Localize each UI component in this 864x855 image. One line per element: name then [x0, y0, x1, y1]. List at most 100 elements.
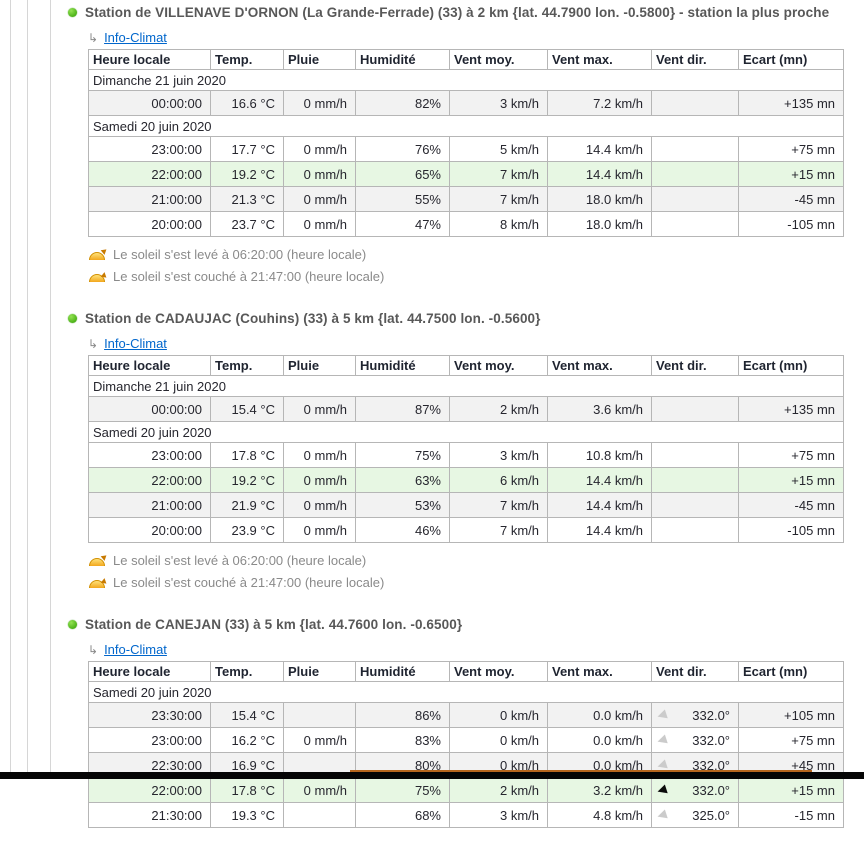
cell-vent-max: 10.8 km/h — [547, 442, 652, 468]
cell-heure-locale: 22:00:00 — [88, 777, 211, 803]
cell-vent-max: 18.0 km/h — [547, 186, 652, 212]
cell-vent-moy: 6 km/h — [449, 467, 548, 493]
cell-ecart: +135 mn — [738, 90, 844, 116]
cell-vent-dir — [651, 396, 739, 422]
cell-temp: 21.9 °C — [210, 492, 284, 518]
header-row: Heure locale Temp. Pluie Humidité Vent moy. V… — [88, 661, 844, 682]
sun-sunset-line: Le soleil s'est couché à 21:47:00 (heure… — [88, 268, 858, 284]
cell-pluie: 0 mm/h — [283, 517, 356, 543]
cell-temp: 21.3 °C — [210, 186, 284, 212]
cell-heure-locale: 21:30:00 — [88, 802, 211, 828]
cell-temp: 19.2 °C — [210, 161, 284, 187]
station-title: Station de VILLENAVE D'ORNON (La Grande-… — [85, 5, 830, 20]
sun-sunset-text: Le soleil s'est couché à 21:47:00 (heure… — [113, 574, 385, 590]
cell-heure-locale: 23:30:00 — [88, 702, 211, 728]
branch-arrow-icon: ↳ — [88, 30, 99, 45]
cell-vent-moy: 3 km/h — [449, 802, 548, 828]
cell-ecart: +15 mn — [738, 467, 844, 493]
sun-sunrise-text: Le soleil s'est levé à 06:20:00 (heure l… — [113, 246, 367, 262]
column-header-humidite: Humidité — [355, 661, 450, 682]
wind-direction-arrow-icon: ◀ — [655, 731, 669, 748]
cell-ecart: +75 mn — [738, 442, 844, 468]
cell-vent-moy: 7 km/h — [449, 517, 548, 543]
column-header-vent-max: Vent max. — [547, 661, 652, 682]
cell-vent-dir — [651, 442, 739, 468]
cell-vent-max: 3.2 km/h — [547, 777, 652, 803]
sun-sunrise-line: Le soleil s'est levé à 06:20:00 (heure l… — [88, 552, 858, 568]
date-cell: Samedi 20 juin 2020 — [88, 115, 844, 137]
info-climat-link[interactable]: Info-Climat — [104, 30, 167, 45]
sun-sunrise-text: Le soleil s'est levé à 06:20:00 (heure l… — [113, 552, 367, 568]
station-title: Station de CANEJAN (33) à 5 km {lat. 44.… — [85, 617, 463, 632]
wind-direction-arrow-icon: ◀ — [655, 781, 669, 798]
column-header-heure-locale: Heure locale — [88, 661, 211, 682]
cell-heure-locale: 22:00:00 — [88, 161, 211, 187]
cell-temp: 17.8 °C — [210, 777, 284, 803]
observation-row: 21:00:00 21.3 °C 0 mm/h 55% 7 km/h 18.0 km/h -… — [88, 186, 844, 212]
observation-row: 22:00:00 19.2 °C 0 mm/h 63% 6 km/h 14.4 km/h +… — [88, 467, 844, 493]
cell-ecart: -15 mn — [738, 802, 844, 828]
cell-humidite: 53% — [355, 492, 450, 518]
observation-row: 23:30:00 15.4 °C 86% 0 km/h 0.0 km/h ◀ 332.0° +… — [88, 702, 844, 728]
column-header-vent-dir: Vent dir. — [651, 355, 739, 376]
cell-temp: 16.2 °C — [210, 727, 284, 753]
cell-pluie: 0 mm/h — [283, 442, 356, 468]
cell-vent-max: 0.0 km/h — [547, 702, 652, 728]
date-row: Dimanche 21 juin 2020 — [88, 375, 844, 397]
branch-arrow-icon: ↳ — [88, 642, 99, 657]
sun-sunset-line: Le soleil s'est couché à 21:47:00 (heure… — [88, 574, 858, 590]
cell-vent-dir: ◀ 325.0° — [651, 802, 739, 828]
observations-table: Heure locale Temp. Pluie Humidité Vent moy. V… — [88, 49, 844, 237]
wind-direction-arrow-icon: ◀ — [655, 806, 669, 823]
info-climat-link[interactable]: Info-Climat — [104, 642, 167, 657]
column-header-vent-moy: Vent moy. — [449, 355, 548, 376]
sun-sunrise-line: Le soleil s'est levé à 06:20:00 (heure l… — [88, 246, 858, 262]
date-row: Samedi 20 juin 2020 — [88, 421, 844, 443]
observation-row: 22:00:00 19.2 °C 0 mm/h 65% 7 km/h 14.4 km/h +… — [88, 161, 844, 187]
observation-row: 23:00:00 16.2 °C 0 mm/h 83% 0 km/h 0.0 km/h ◀ 3… — [88, 727, 844, 753]
cell-heure-locale: 00:00:00 — [88, 396, 211, 422]
stations-list: Station de VILLENAVE D'ORNON (La Grande-… — [68, 5, 858, 855]
cell-vent-dir — [651, 186, 739, 212]
column-header-vent-moy: Vent moy. — [449, 661, 548, 682]
cell-vent-max: 7.2 km/h — [547, 90, 652, 116]
observations-table: Heure locale Temp. Pluie Humidité Vent moy. V… — [88, 661, 844, 828]
cell-ecart: +15 mn — [738, 161, 844, 187]
date-row: Dimanche 21 juin 2020 — [88, 69, 844, 91]
info-climat-link[interactable]: Info-Climat — [104, 336, 167, 351]
cell-temp: 23.7 °C — [210, 211, 284, 237]
cell-humidite: 55% — [355, 186, 450, 212]
column-header-vent-dir: Vent dir. — [651, 49, 739, 70]
observation-row: 23:00:00 17.7 °C 0 mm/h 76% 5 km/h 14.4 km/h +… — [88, 136, 844, 162]
sunset-icon — [88, 271, 109, 282]
cell-vent-max: 18.0 km/h — [547, 211, 652, 237]
cell-vent-max: 14.4 km/h — [547, 161, 652, 187]
column-header-temp: Temp. — [210, 355, 284, 376]
cell-humidite: 75% — [355, 442, 450, 468]
cell-vent-dir: ◀ 332.0° — [651, 702, 739, 728]
column-header-ecart: Ecart (mn) — [738, 661, 844, 682]
station-status-dot-icon — [68, 314, 77, 323]
cell-humidite: 83% — [355, 727, 450, 753]
station-section: Station de CANEJAN (33) à 5 km {lat. 44.… — [68, 617, 858, 828]
cell-heure-locale: 23:00:00 — [88, 727, 211, 753]
station-status-dot-icon — [68, 8, 77, 17]
cell-temp: 19.2 °C — [210, 467, 284, 493]
observation-row: 21:00:00 21.9 °C 0 mm/h 53% 7 km/h 14.4 km/h -… — [88, 492, 844, 518]
station-section: Station de VILLENAVE D'ORNON (La Grande-… — [68, 5, 858, 284]
cell-temp: 17.7 °C — [210, 136, 284, 162]
cell-vent-max: 14.4 km/h — [547, 492, 652, 518]
cell-vent-moy: 3 km/h — [449, 90, 548, 116]
cell-pluie — [283, 802, 356, 828]
cell-heure-locale: 22:00:00 — [88, 467, 211, 493]
info-climat-line: ↳ Info-Climat — [88, 642, 858, 657]
cell-pluie: 0 mm/h — [283, 90, 356, 116]
cell-temp: 16.6 °C — [210, 90, 284, 116]
cell-vent-dir — [651, 492, 739, 518]
cell-heure-locale: 23:00:00 — [88, 136, 211, 162]
frame-border-line — [27, 0, 28, 779]
cell-vent-max: 0.0 km/h — [547, 727, 652, 753]
cell-vent-moy: 2 km/h — [449, 777, 548, 803]
station-title-row: Station de VILLENAVE D'ORNON (La Grande-… — [68, 5, 858, 20]
cell-ecart: -105 mn — [738, 211, 844, 237]
